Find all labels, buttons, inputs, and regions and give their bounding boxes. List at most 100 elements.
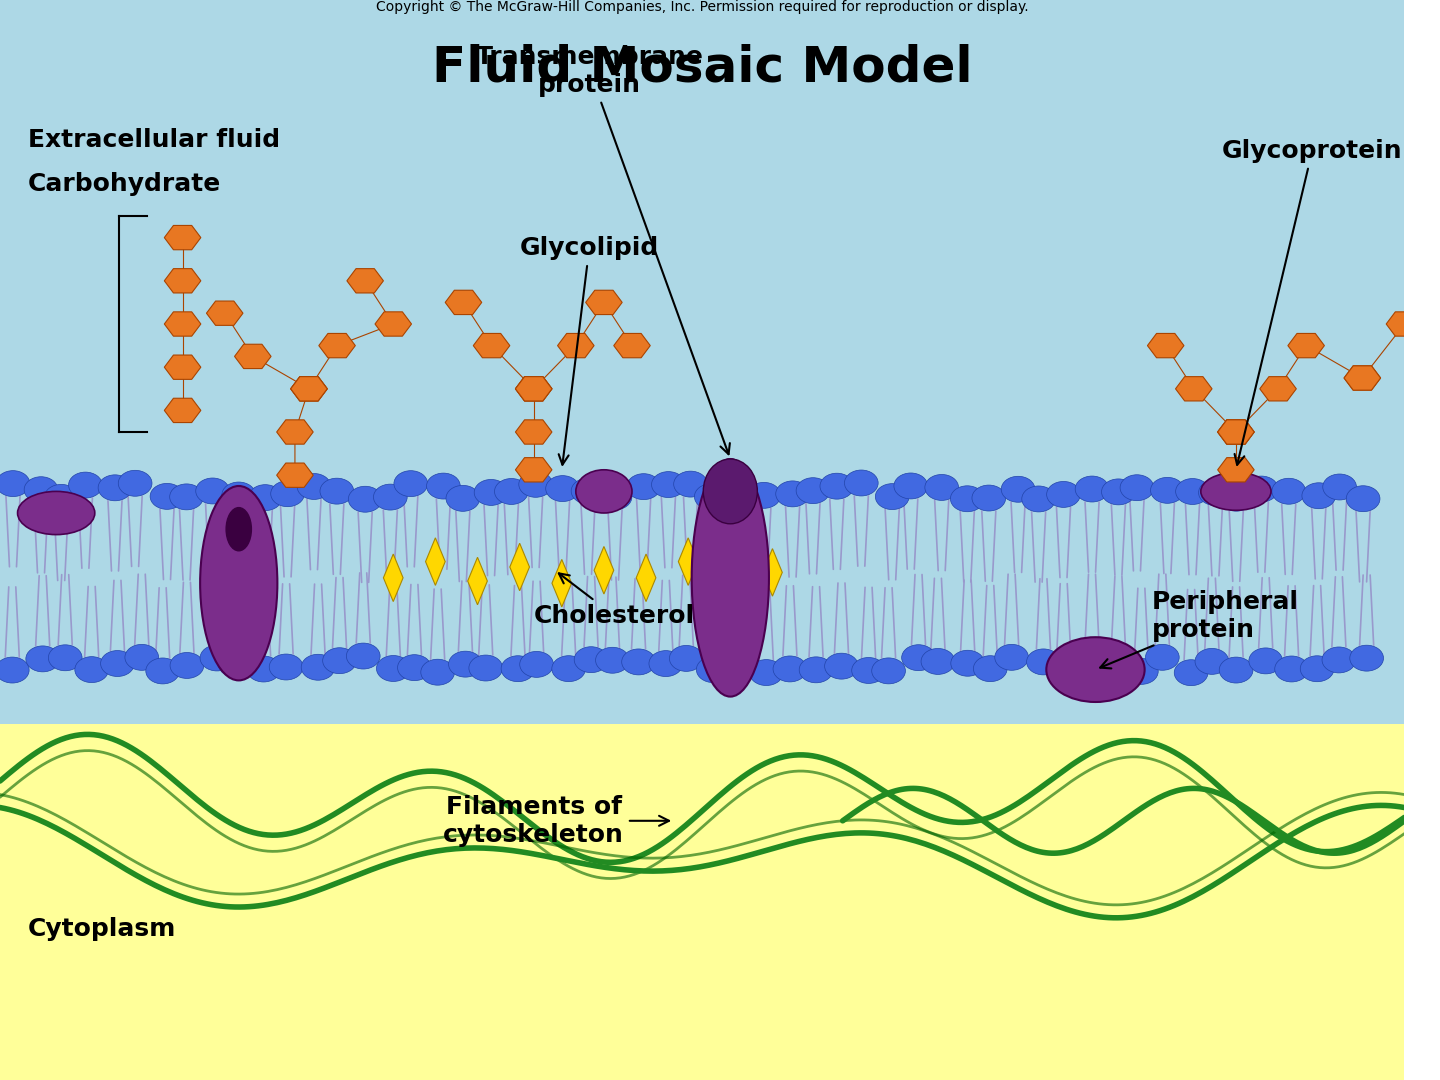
Polygon shape xyxy=(276,463,312,487)
Circle shape xyxy=(1195,648,1228,674)
Circle shape xyxy=(924,474,959,500)
Polygon shape xyxy=(164,226,200,249)
Circle shape xyxy=(1076,476,1109,502)
Circle shape xyxy=(397,654,431,680)
Circle shape xyxy=(796,477,829,503)
Polygon shape xyxy=(613,334,651,357)
Circle shape xyxy=(125,645,158,671)
Circle shape xyxy=(1027,649,1060,675)
Polygon shape xyxy=(291,377,327,401)
Circle shape xyxy=(222,482,255,508)
Circle shape xyxy=(1102,647,1135,673)
Polygon shape xyxy=(595,546,613,594)
Circle shape xyxy=(694,484,729,510)
Polygon shape xyxy=(516,377,552,401)
Circle shape xyxy=(622,649,655,675)
Circle shape xyxy=(150,484,184,510)
Circle shape xyxy=(26,646,59,672)
Circle shape xyxy=(446,485,480,511)
Circle shape xyxy=(196,478,229,504)
Polygon shape xyxy=(1344,366,1381,390)
Circle shape xyxy=(1102,478,1135,504)
Circle shape xyxy=(747,483,780,509)
Circle shape xyxy=(1174,660,1208,686)
Circle shape xyxy=(98,475,132,501)
Circle shape xyxy=(719,482,753,508)
Polygon shape xyxy=(468,557,487,605)
Circle shape xyxy=(246,656,281,681)
Polygon shape xyxy=(516,420,552,444)
Circle shape xyxy=(598,484,632,510)
Circle shape xyxy=(1151,477,1184,503)
Circle shape xyxy=(0,471,30,497)
Circle shape xyxy=(697,657,730,683)
Circle shape xyxy=(973,656,1007,681)
Ellipse shape xyxy=(17,491,95,535)
Circle shape xyxy=(950,486,984,512)
Text: Fluid Mosaic Model: Fluid Mosaic Model xyxy=(432,43,972,91)
Polygon shape xyxy=(1175,377,1212,401)
Circle shape xyxy=(420,659,455,685)
Circle shape xyxy=(219,651,252,677)
Text: Peripheral
protein: Peripheral protein xyxy=(1100,590,1299,669)
Circle shape xyxy=(520,651,553,677)
Circle shape xyxy=(572,478,605,504)
Circle shape xyxy=(972,485,1005,511)
Circle shape xyxy=(1125,659,1158,685)
Circle shape xyxy=(894,473,927,499)
Ellipse shape xyxy=(1201,473,1272,510)
Circle shape xyxy=(1274,656,1309,681)
Text: Glycolipid: Glycolipid xyxy=(520,237,660,464)
Circle shape xyxy=(995,645,1028,671)
Ellipse shape xyxy=(1047,637,1145,702)
Polygon shape xyxy=(1148,334,1184,357)
Text: Extracellular fluid: Extracellular fluid xyxy=(29,129,281,152)
Polygon shape xyxy=(1218,420,1254,444)
Circle shape xyxy=(649,650,683,676)
Circle shape xyxy=(271,481,304,507)
Circle shape xyxy=(145,658,180,684)
Circle shape xyxy=(1322,647,1355,673)
Circle shape xyxy=(49,645,82,671)
Polygon shape xyxy=(516,458,552,482)
Text: Glycoprotein: Glycoprotein xyxy=(1223,139,1403,464)
Circle shape xyxy=(348,486,382,512)
Circle shape xyxy=(651,472,685,498)
Polygon shape xyxy=(586,291,622,314)
Circle shape xyxy=(200,645,233,671)
Circle shape xyxy=(851,658,886,684)
Polygon shape xyxy=(347,269,383,293)
Polygon shape xyxy=(1218,420,1254,444)
Polygon shape xyxy=(1260,377,1296,401)
Text: Cytoplasm: Cytoplasm xyxy=(29,917,177,941)
Polygon shape xyxy=(318,334,356,357)
Circle shape xyxy=(1323,474,1356,500)
Polygon shape xyxy=(636,554,655,602)
Polygon shape xyxy=(763,549,782,596)
Polygon shape xyxy=(383,554,403,602)
Circle shape xyxy=(1272,478,1306,504)
Ellipse shape xyxy=(226,508,252,551)
Circle shape xyxy=(170,652,204,678)
Circle shape xyxy=(373,484,408,510)
Circle shape xyxy=(575,647,608,673)
Circle shape xyxy=(1346,486,1380,512)
Circle shape xyxy=(1198,480,1233,505)
FancyBboxPatch shape xyxy=(0,724,1404,1080)
Circle shape xyxy=(876,484,909,510)
Circle shape xyxy=(1220,485,1253,511)
Circle shape xyxy=(922,648,955,674)
Circle shape xyxy=(170,484,203,510)
Polygon shape xyxy=(164,399,200,422)
Circle shape xyxy=(1001,476,1035,502)
Polygon shape xyxy=(1344,366,1381,390)
Circle shape xyxy=(469,656,503,681)
Polygon shape xyxy=(164,269,200,293)
Circle shape xyxy=(75,657,108,683)
Circle shape xyxy=(301,654,336,680)
Circle shape xyxy=(546,475,579,501)
Polygon shape xyxy=(510,543,530,591)
Circle shape xyxy=(844,470,878,496)
Ellipse shape xyxy=(703,459,757,524)
Circle shape xyxy=(501,656,534,681)
